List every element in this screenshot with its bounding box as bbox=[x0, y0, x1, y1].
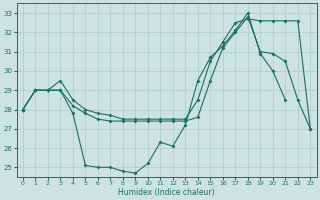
X-axis label: Humidex (Indice chaleur): Humidex (Indice chaleur) bbox=[118, 188, 215, 197]
